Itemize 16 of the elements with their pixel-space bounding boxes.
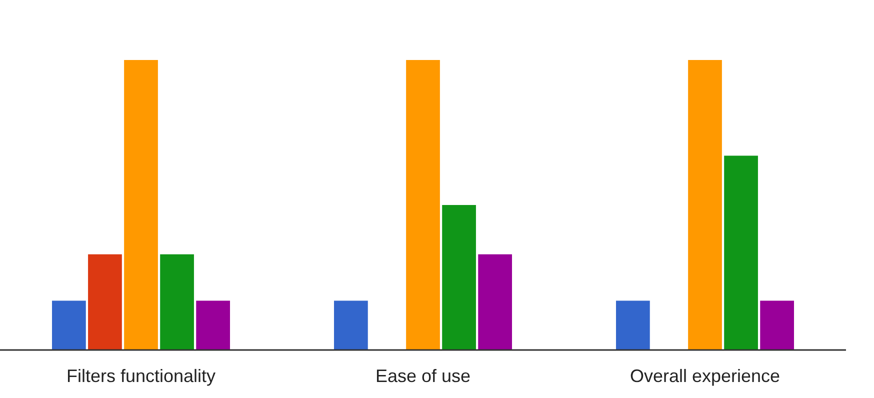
x-tick-label: Ease of use bbox=[375, 366, 471, 386]
bar bbox=[616, 300, 650, 350]
bar bbox=[478, 254, 512, 350]
bar bbox=[442, 205, 476, 350]
bar bbox=[196, 300, 230, 350]
bar bbox=[334, 300, 368, 350]
bar bbox=[52, 300, 86, 350]
bar bbox=[88, 254, 122, 350]
bar bbox=[160, 254, 194, 350]
bar bbox=[124, 60, 158, 350]
bar bbox=[760, 300, 794, 350]
bar bbox=[406, 60, 440, 350]
bar bbox=[724, 156, 758, 350]
x-tick-label: Filters functionality bbox=[66, 366, 216, 386]
bar bbox=[688, 60, 722, 350]
x-tick-label: Overall experience bbox=[630, 366, 780, 386]
